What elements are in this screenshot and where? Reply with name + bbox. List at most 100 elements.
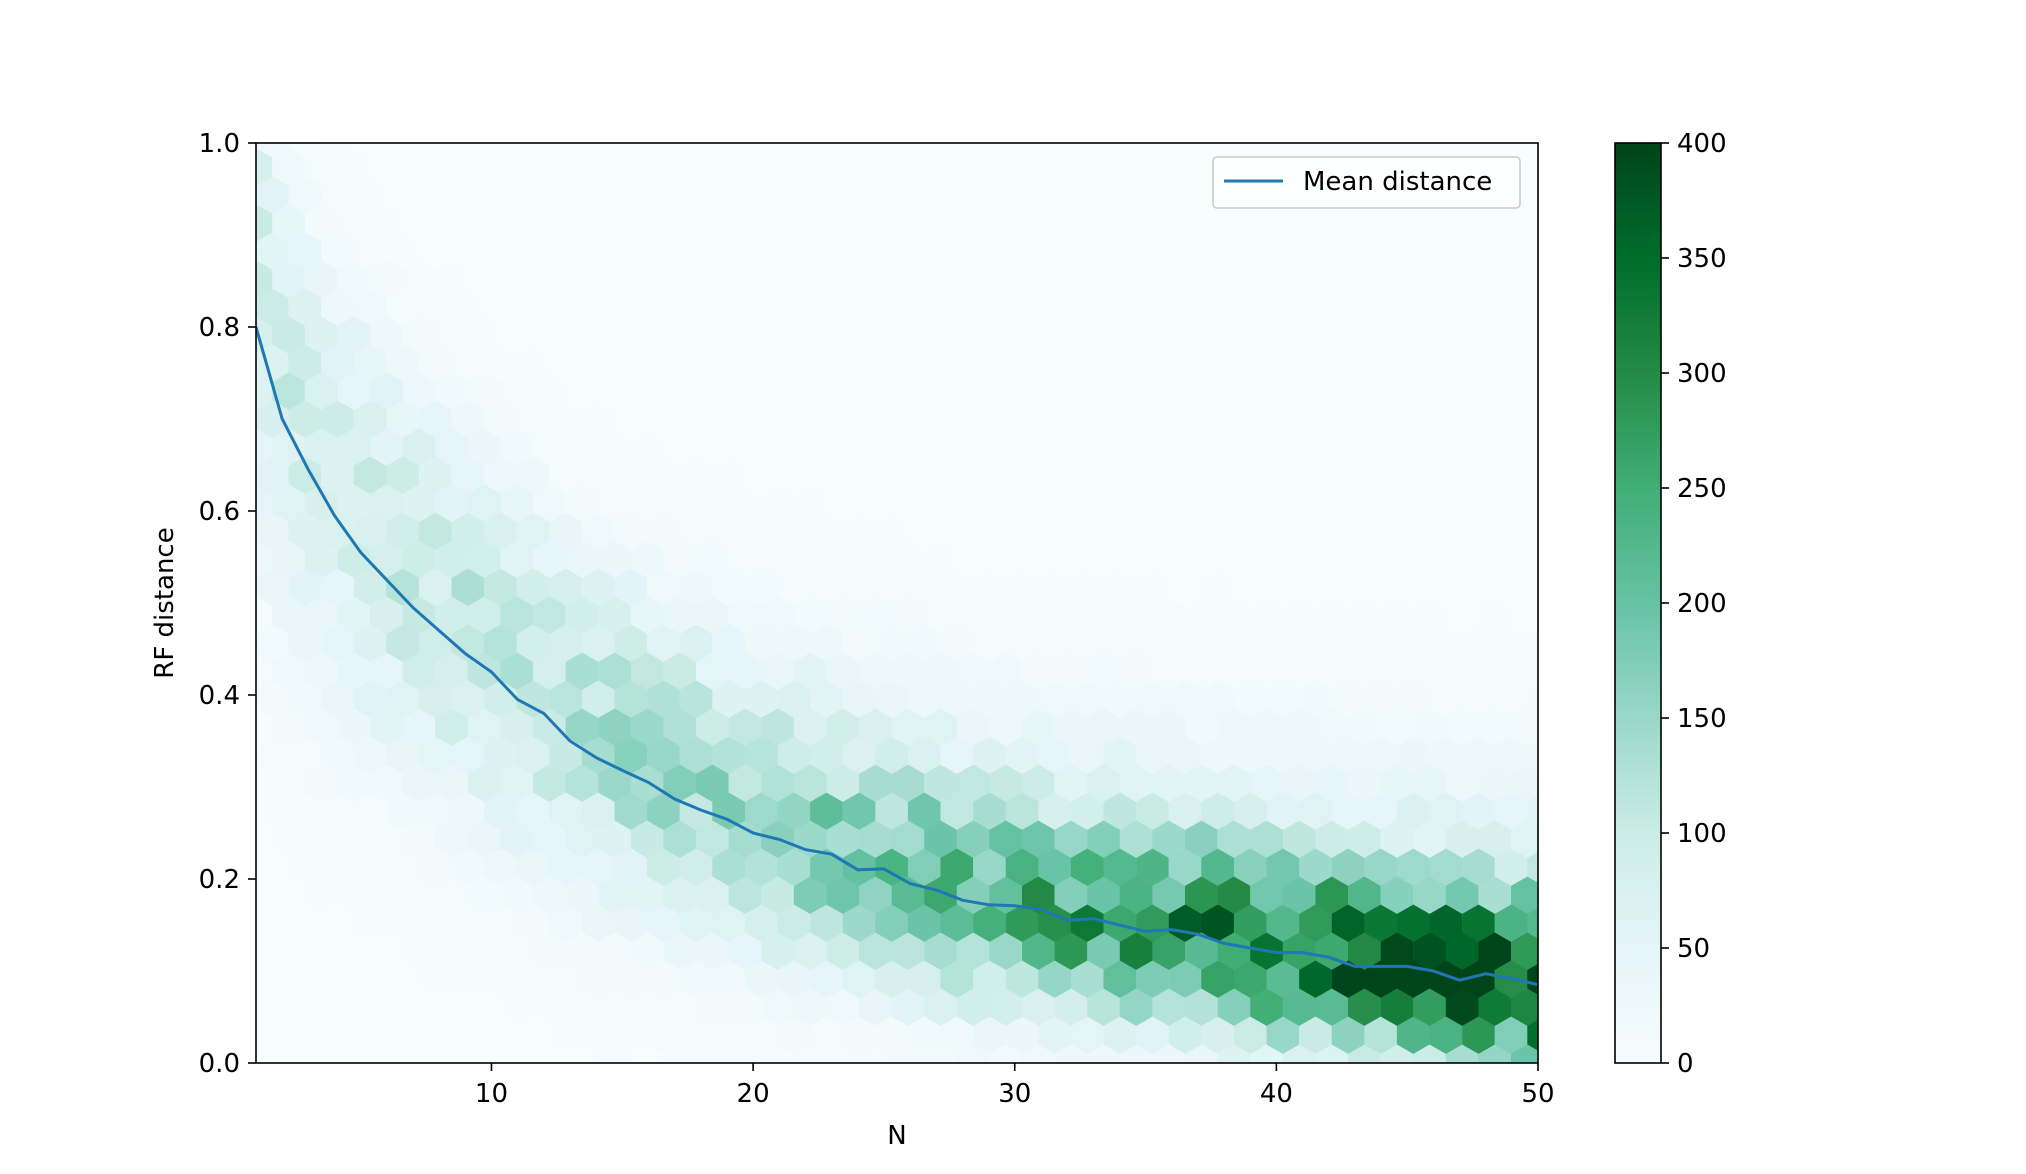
hex-cell [875, 792, 909, 830]
hex-cell [1136, 143, 1169, 158]
hex-cell [1331, 792, 1365, 830]
hex-cell [418, 848, 452, 886]
hex-cell [1185, 764, 1218, 802]
hex-cell [777, 736, 811, 774]
hex-cell [663, 764, 697, 802]
hex-cell [907, 512, 941, 550]
hex-cell [256, 988, 273, 1026]
hex-cell [1511, 1044, 1538, 1063]
hex-cell [581, 512, 615, 550]
hex-cell [1332, 1072, 1365, 1110]
hex-cell [973, 568, 1006, 606]
hex-cell [1266, 568, 1300, 606]
hex-cell [402, 148, 436, 186]
hex-cell [353, 400, 387, 438]
hex-cell [1348, 708, 1381, 746]
hex-cell [1233, 344, 1267, 382]
hex-cell [728, 428, 762, 466]
hex-cell [630, 988, 664, 1026]
hex-cell [1413, 876, 1446, 914]
hex-cell [810, 456, 843, 494]
hex-cell [402, 540, 436, 578]
hex-cell [1103, 400, 1137, 438]
hex-cell [500, 652, 534, 690]
hex-cell [859, 316, 892, 354]
hex-cell [1527, 795, 1538, 827]
hex-cell [744, 736, 778, 774]
hex-cell [777, 344, 811, 382]
hex-cell [1185, 316, 1218, 354]
hex-cell [418, 792, 452, 830]
hex-cell [744, 288, 778, 326]
hex-cell [500, 988, 534, 1026]
hex-cell [1136, 232, 1169, 270]
hex-cell [1396, 232, 1430, 270]
hex-cell [484, 512, 517, 550]
hex-cell [304, 316, 338, 354]
hex-cell [549, 736, 583, 774]
hex-cell [500, 876, 534, 914]
hex-cell [1087, 988, 1120, 1026]
hex-cell [1380, 932, 1414, 970]
hex-cell [1396, 512, 1430, 550]
hex-cell [1364, 568, 1398, 606]
hex-cell [728, 764, 762, 802]
hex-cell [761, 316, 794, 354]
hex-cell [891, 316, 925, 354]
hex-cell [435, 596, 468, 634]
hex-cell [484, 344, 517, 382]
hex-cell [321, 456, 354, 494]
hex-cell [1119, 316, 1153, 354]
hex-cell [1217, 260, 1251, 298]
hex-cell [581, 568, 615, 606]
hex-cell [1250, 316, 1283, 354]
hex-cell [630, 708, 664, 746]
hex-cell [402, 820, 436, 858]
hex-cell [842, 143, 876, 158]
hex-cell [1299, 232, 1332, 270]
hex-cell [565, 652, 599, 690]
hex-cell [1315, 652, 1349, 690]
hex-cell [370, 764, 403, 802]
hex-cell [1250, 540, 1283, 578]
hex-cell [288, 848, 322, 886]
hex-cell [256, 820, 273, 858]
hex-cell [891, 652, 925, 690]
hex-cell [1478, 764, 1512, 802]
hex-cell [272, 204, 305, 242]
hex-cell [1494, 456, 1528, 494]
hex-cell [418, 1016, 452, 1054]
hex-cell [1430, 1072, 1463, 1110]
hex-cell [989, 652, 1023, 690]
hex-cell [1527, 851, 1538, 883]
hex-cell [1152, 876, 1186, 914]
hex-cell [353, 512, 387, 550]
hex-cell [272, 148, 305, 186]
hex-cell [1348, 596, 1381, 634]
hex-cell [1299, 792, 1332, 830]
hex-cell [1445, 260, 1479, 298]
hex-cell [826, 316, 860, 354]
hex-cell [907, 176, 941, 214]
hex-cell [647, 1016, 680, 1054]
hex-cell [696, 708, 729, 746]
hex-cell [370, 372, 403, 410]
hex-cell [1119, 428, 1153, 466]
hex-cell [402, 428, 436, 466]
hex-cell [1331, 143, 1365, 158]
hex-cell [891, 988, 925, 1026]
hex-cell [826, 764, 860, 802]
hex-cell [1445, 204, 1479, 242]
hex-cell [484, 1016, 517, 1054]
hex-cell [728, 988, 762, 1026]
hex-cell [598, 316, 631, 354]
hex-cell [256, 624, 289, 662]
hex-cell [924, 316, 957, 354]
hex-cell [793, 596, 827, 634]
hex-cell [630, 148, 664, 186]
hex-cell [1429, 232, 1463, 270]
hex-cell [663, 596, 697, 634]
hex-cell [256, 876, 273, 914]
hex-cell [337, 260, 371, 298]
x-tick-label: 40 [1260, 1079, 1293, 1109]
